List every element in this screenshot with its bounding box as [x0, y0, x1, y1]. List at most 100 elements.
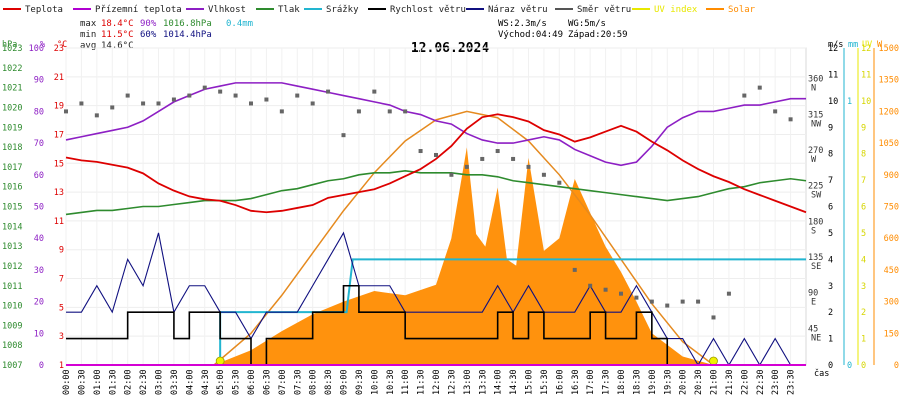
x-tick-label: 13:30 — [478, 369, 488, 395]
tick-label-watt: 1350 — [879, 76, 899, 86]
x-tick-label: 06:00 — [247, 369, 257, 395]
x-tick-label: 14:30 — [509, 369, 519, 395]
tick-label-watt: 900 — [884, 171, 899, 181]
tick-label-watt: 450 — [884, 266, 899, 276]
x-tick-label: 04:00 — [185, 369, 195, 395]
wind-direction-point — [711, 315, 716, 320]
tick-label-mm: 1 — [847, 97, 852, 107]
tick-label-hpa: 1019 — [2, 123, 22, 133]
tick-label-direction-deg: 360 — [808, 75, 823, 85]
wind-direction-point — [495, 149, 500, 154]
x-tick-label: 22:30 — [756, 369, 766, 395]
tick-label-humidity: 40 — [34, 234, 44, 244]
stat-avg-label: avg — [80, 41, 96, 51]
tick-label-hpa: 1016 — [2, 183, 22, 193]
legend-item-teplota: Teplota — [3, 5, 63, 15]
tick-label-temperature: 7 — [59, 275, 64, 285]
wind-direction-point — [372, 89, 377, 94]
tick-label-ms: 10 — [828, 97, 838, 107]
x-tick-label: 02:00 — [124, 369, 134, 395]
uv-index-point — [709, 356, 718, 366]
wind-direction-point — [218, 89, 223, 94]
x-tick-label: 11:30 — [417, 369, 427, 395]
series-teplota-line — [65, 113, 807, 214]
tick-label-humidity: 80 — [34, 107, 44, 117]
tick-label-humidity: 60 — [34, 171, 44, 181]
wind-direction-point — [94, 113, 99, 118]
stat-max-label: max — [80, 19, 97, 29]
legend-item-prizemni-teplota: Přízemní teplota — [73, 5, 182, 15]
tick-label-temperature: 19 — [54, 102, 64, 112]
wind-direction-point — [202, 85, 207, 90]
tick-label-uv: 11 — [861, 70, 871, 80]
x-tick-label: 02:30 — [139, 369, 149, 395]
x-tick-label: 07:30 — [293, 369, 303, 395]
tick-label-hpa: 1015 — [2, 203, 22, 213]
tick-label-direction-deg: 135 — [808, 253, 823, 263]
x-tick-label: 20:00 — [679, 369, 689, 395]
uv-layer — [215, 356, 718, 366]
tick-label-hpa: 1023 — [2, 44, 22, 54]
wind-direction-point — [449, 172, 454, 177]
x-axis-label: čas — [814, 368, 829, 379]
wind-direction-point — [264, 97, 269, 102]
legend-label-uv-index: UV index — [654, 5, 698, 15]
legend-item-srazky: Srážky — [304, 5, 359, 15]
tick-label-hpa: 1009 — [2, 321, 22, 331]
tick-label-direction-compass: W — [811, 155, 817, 165]
tick-label-direction-deg: 270 — [808, 146, 823, 156]
wind-direction-point — [757, 85, 762, 90]
wind-direction-point — [649, 299, 654, 304]
tick-label-hpa: 1021 — [2, 84, 22, 94]
tick-label-ms: 2 — [828, 308, 833, 318]
tick-label-uv: 9 — [861, 123, 866, 133]
stat-min-press: 1014.4hPa — [163, 30, 212, 40]
x-tick-label: 07:00 — [278, 369, 288, 395]
tick-label-watt: 0 — [894, 361, 899, 371]
legend-label-vlhkost: Vlhkost — [208, 5, 246, 15]
tick-label-temperature: 3 — [59, 332, 64, 342]
series-tlak-line — [65, 170, 807, 216]
wind-direction-point — [418, 149, 423, 154]
legend-label-solar: Solar — [728, 5, 756, 15]
wind-direction-point — [557, 180, 562, 185]
tick-label-hpa: 1007 — [2, 361, 22, 371]
wind-direction-point — [233, 93, 238, 98]
x-tick-label: 23:30 — [787, 369, 797, 395]
legend-item-vlhkost: Vlhkost — [186, 5, 246, 15]
tick-label-humidity: 30 — [34, 266, 44, 276]
tick-label-ms: 5 — [828, 229, 833, 239]
unit-hpa: hPa — [2, 40, 17, 50]
x-tick-label: 10:00 — [370, 369, 380, 395]
legend-item-rychlost-vetru: Rychlost větru — [368, 5, 466, 15]
uv-index-point — [215, 356, 225, 366]
wind-direction-point — [434, 152, 438, 157]
x-tick-label: 15:30 — [540, 369, 550, 395]
x-tick-label: 17:30 — [602, 369, 612, 395]
tick-label-hpa: 1012 — [2, 262, 22, 272]
wind-direction-point — [726, 291, 731, 296]
wind-direction-point — [603, 287, 608, 292]
wind-direction-point — [310, 101, 315, 106]
legend-item-uv-index: UV index — [632, 5, 698, 15]
x-tick-label: 11:00 — [401, 369, 411, 395]
x-tick-label: 06:30 — [262, 369, 272, 395]
tick-label-uv: 10 — [861, 97, 871, 107]
unit-mm: mm — [848, 40, 858, 50]
x-tick-label: 09:30 — [355, 369, 365, 395]
tick-label-hpa: 1018 — [2, 143, 22, 153]
wind-direction-point — [171, 97, 176, 102]
tick-label-hpa: 1014 — [2, 222, 22, 232]
x-tick-label: 15:00 — [525, 369, 535, 395]
stat-wind: WS:2.3m/s — [498, 19, 547, 29]
series-solar-area — [214, 147, 714, 365]
wind-direction-point — [341, 133, 346, 138]
tick-label-hpa: 1017 — [2, 163, 22, 173]
wind-direction-point — [480, 156, 485, 161]
tick-label-temperature: 11 — [54, 217, 64, 227]
wind-direction-point — [588, 283, 593, 288]
tick-label-hpa: 1010 — [2, 302, 22, 312]
tick-label-ms: 8 — [828, 150, 833, 160]
